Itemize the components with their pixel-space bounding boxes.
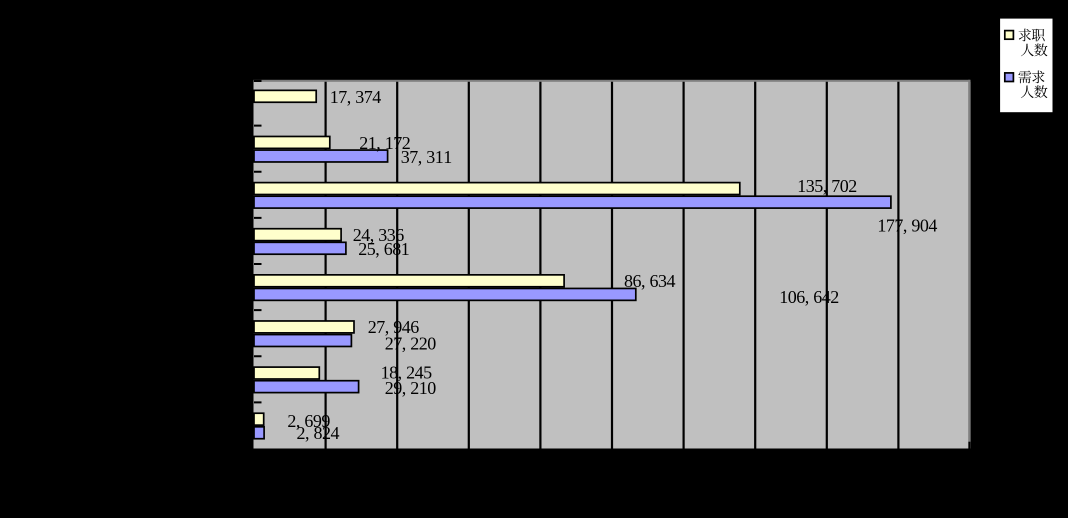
- svg-text:27,220: 27,220: [385, 334, 437, 354]
- svg-text:135,702: 135,702: [797, 176, 857, 196]
- svg-text:27,946: 27,946: [368, 317, 420, 337]
- svg-text:24,336: 24,336: [353, 225, 405, 245]
- svg-text:25,681: 25,681: [358, 239, 410, 259]
- svg-text:37,311: 37,311: [401, 147, 453, 167]
- svg-text:2,824: 2,824: [297, 423, 340, 443]
- svg-text:18,245: 18,245: [381, 363, 433, 383]
- svg-text:21,172: 21,172: [359, 133, 411, 153]
- svg-text:177,904: 177,904: [877, 216, 937, 236]
- svg-text:17,374: 17,374: [330, 87, 382, 107]
- svg-text:29,210: 29,210: [385, 378, 437, 398]
- svg-text:86,634: 86,634: [624, 271, 676, 291]
- svg-text:106,642: 106,642: [779, 287, 839, 307]
- svg-text:2,699: 2,699: [287, 411, 330, 431]
